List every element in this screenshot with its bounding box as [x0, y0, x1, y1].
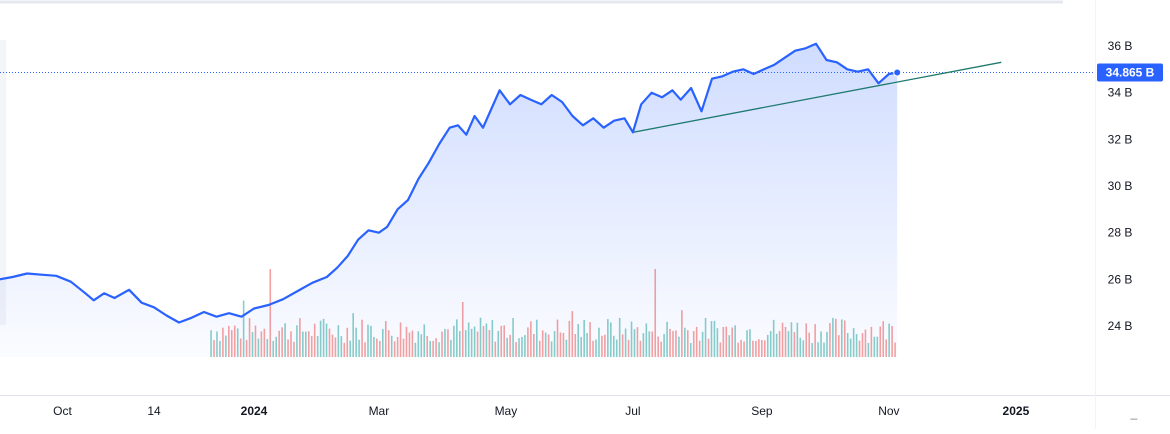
- y-tick-label: 26 B: [1108, 272, 1133, 286]
- price-axis[interactable]: 24 B 26 B 28 B 30 B 32 B 34 B 36 B: [1108, 39, 1133, 333]
- x-tick-label: 2024: [241, 404, 268, 418]
- y-tick-label: 34 B: [1108, 86, 1133, 100]
- x-tick-label: Sep: [751, 404, 773, 418]
- left-edge: [0, 40, 6, 325]
- trend-line[interactable]: [632, 61, 1002, 133]
- x-tick-label: 14: [147, 404, 161, 418]
- last-price-dot: [893, 68, 902, 77]
- last-price-label: 34.865 B: [1106, 66, 1155, 80]
- y-tick-label: 28 B: [1108, 226, 1133, 240]
- x-tick-label: May: [495, 404, 518, 418]
- x-tick-label: Nov: [878, 404, 899, 418]
- last-price-tag: 34.865 B: [1097, 63, 1163, 82]
- price-area-fill: [0, 43, 898, 357]
- price-line[interactable]: [0, 42, 898, 324]
- y-tick-label: 32 B: [1108, 132, 1133, 146]
- y-tick-label: 30 B: [1108, 179, 1133, 193]
- y-tick-label: 24 B: [1108, 319, 1133, 333]
- y-tick-label: 36 B: [1108, 39, 1133, 53]
- x-tick-label: Oct: [53, 404, 72, 418]
- minimize-glyph[interactable]: _: [1130, 406, 1138, 420]
- x-tick-label: Mar: [369, 404, 390, 418]
- x-tick-label: 2025: [1003, 404, 1030, 418]
- time-axis[interactable]: Oct 14 2024 Mar May Jul Sep Nov 2025: [53, 404, 1029, 418]
- x-tick-label: Jul: [625, 404, 640, 418]
